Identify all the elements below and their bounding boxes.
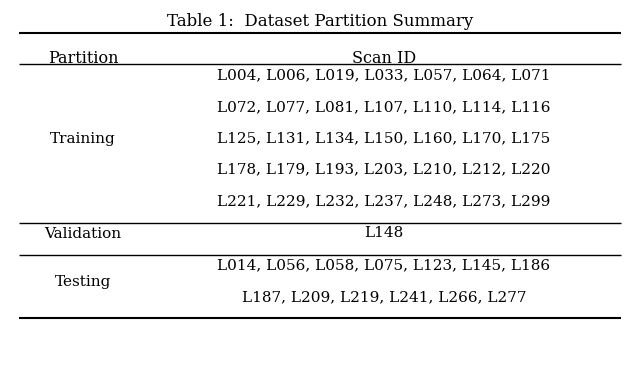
Text: L004, L006, L019, L033, L057, L064, L071: L004, L006, L019, L033, L057, L064, L071 (217, 69, 551, 83)
Text: Scan ID: Scan ID (352, 50, 416, 67)
Text: L072, L077, L081, L107, L110, L114, L116: L072, L077, L081, L107, L110, L114, L116 (217, 100, 551, 114)
Text: Validation: Validation (45, 227, 122, 241)
Text: Partition: Partition (48, 50, 118, 67)
Text: L187, L209, L219, L241, L266, L277: L187, L209, L219, L241, L266, L277 (242, 290, 526, 304)
Text: Table 1:  Dataset Partition Summary: Table 1: Dataset Partition Summary (167, 13, 473, 30)
Text: L125, L131, L134, L150, L160, L170, L175: L125, L131, L134, L150, L160, L170, L175 (218, 131, 550, 146)
Text: Testing: Testing (55, 275, 111, 289)
Text: L014, L056, L058, L075, L123, L145, L186: L014, L056, L058, L075, L123, L145, L186 (218, 259, 550, 273)
Text: L178, L179, L193, L203, L210, L212, L220: L178, L179, L193, L203, L210, L212, L220 (217, 163, 551, 177)
Text: L148: L148 (364, 226, 404, 241)
Text: L221, L229, L232, L237, L248, L273, L299: L221, L229, L232, L237, L248, L273, L299 (218, 194, 550, 208)
Text: Training: Training (51, 132, 116, 146)
